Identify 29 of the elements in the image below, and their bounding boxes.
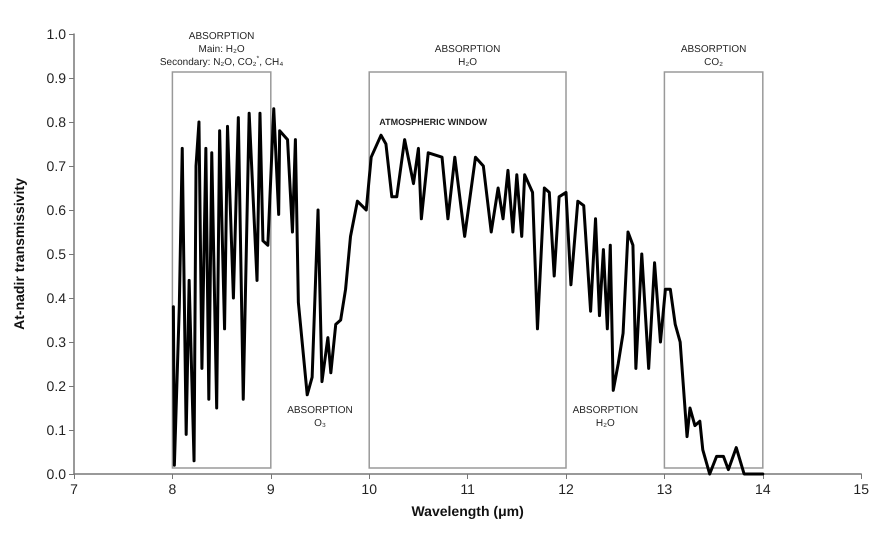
y-tick-label: 0.1 — [46, 422, 66, 438]
band-label: ABSORPTION H₂O — [434, 43, 500, 69]
y-tick-label: 0.6 — [46, 202, 66, 218]
annotation: ABSORPTION H₂O — [572, 404, 638, 430]
band-label: ABSORPTION CO₂ — [680, 43, 746, 69]
y-tick-label: 0.3 — [46, 334, 66, 350]
x-tick-label: 15 — [853, 481, 870, 497]
band-label: ABSORPTION Main: H₂O Secondary: N₂O, CO₂$^{*}$, CH₄ — [160, 30, 284, 69]
line-series — [172, 107, 764, 476]
y-tick-label: 0.5 — [46, 246, 66, 262]
x-tick-label: 7 — [70, 481, 78, 497]
y-tick-label: 0.8 — [46, 114, 66, 130]
x-tick-label: 11 — [460, 481, 476, 497]
x-tick-label: 10 — [361, 481, 378, 497]
y-tick-label: 0.4 — [46, 290, 66, 306]
x-tick-label: 8 — [168, 481, 177, 497]
y-tick-label: 1.0 — [46, 26, 66, 42]
x-tick-label: 13 — [656, 481, 672, 497]
x-axis-title: Wavelength (μm) — [411, 503, 524, 519]
annotation: ATMOSPHERIC WINDOW — [379, 116, 488, 128]
y-tick-label: 0.0 — [46, 466, 66, 482]
annotation: ABSORPTION O₃ — [287, 404, 353, 430]
x-tick-label: 14 — [755, 481, 771, 497]
y-tick-label: 0.7 — [46, 158, 66, 174]
x-tick-label: 12 — [558, 481, 574, 497]
y-tick-label: 0.9 — [46, 70, 66, 86]
x-tick-label: 9 — [266, 481, 275, 497]
y-axis-title: At-nadir transmissivity — [11, 178, 27, 330]
y-tick-label: 0.2 — [46, 378, 66, 394]
